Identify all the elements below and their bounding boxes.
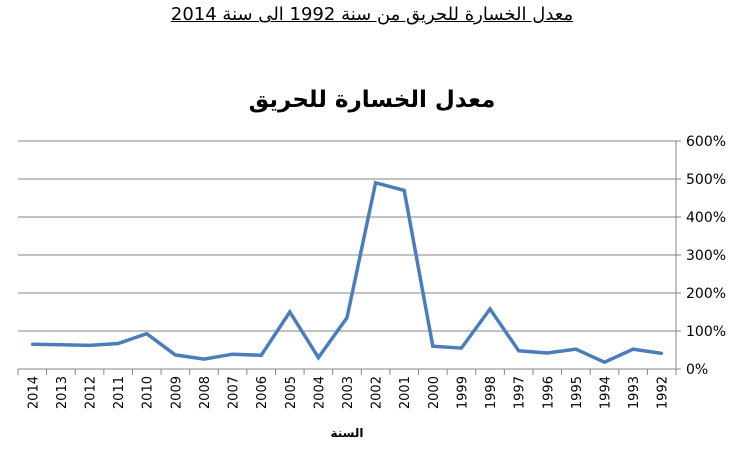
y-tick-label: 200% [686, 286, 726, 302]
gridlines [18, 140, 676, 332]
data-point [231, 352, 235, 356]
data-point [288, 310, 292, 314]
x-tick-label: 1994 [598, 376, 613, 409]
x-tick-label: 1995 [570, 376, 585, 409]
data-point [545, 351, 549, 355]
x-tick-label: 2004 [312, 376, 327, 409]
data-point [459, 346, 463, 350]
x-tick-label: 2006 [255, 376, 270, 409]
y-tick-label: 0% [686, 362, 708, 378]
x-tick-label: 2010 [141, 376, 156, 409]
document-heading-text: معدل الخسارة للحريق من سنة 1992 الى سنة … [170, 4, 574, 25]
data-point [631, 347, 635, 351]
x-tick-label: 2009 [169, 376, 184, 409]
y-tick-label: 300% [686, 248, 726, 264]
data-point [402, 188, 406, 192]
data-point [173, 353, 177, 357]
x-tick-label: 1998 [484, 376, 499, 409]
x-tick-label: 2014 [26, 376, 41, 409]
data-point [30, 342, 34, 346]
data-point [660, 351, 664, 355]
y-tick-label: 400% [686, 210, 726, 226]
x-tick-label: 1996 [541, 376, 556, 409]
y-axis-ticks: 0% 100% 200% 300% 400% 500% 600% [686, 134, 726, 378]
x-tick-label: 1999 [455, 376, 470, 409]
data-point [259, 353, 263, 357]
data-point [374, 181, 378, 185]
data-point [431, 344, 435, 348]
data-point [202, 357, 206, 361]
y-tick-label: 500% [686, 172, 726, 188]
series-group [30, 180, 664, 365]
y-tick-label: 100% [686, 324, 726, 340]
x-tick-label: 2013 [55, 376, 70, 409]
data-point [88, 343, 92, 347]
x-axis-label: السنة [330, 426, 363, 440]
x-tick-label: 2008 [198, 376, 213, 409]
data-point [316, 356, 320, 360]
chart-title: معدل الخسارة للحريق [249, 87, 496, 113]
x-tick-label: 2011 [112, 376, 127, 409]
data-point [145, 332, 149, 336]
x-tick-label: 2007 [227, 376, 242, 409]
x-tick-label: 1993 [627, 376, 642, 409]
x-tick-label: 2005 [284, 376, 299, 409]
document-heading: معدل الخسارة للحريق من سنة 1992 الى سنة … [0, 4, 744, 25]
x-axis-ticks: 2014 2013 2012 2011 2010 2009 2008 2007 2006 2005… [26, 376, 670, 409]
data-point [602, 360, 606, 364]
x-tick-label: 1992 [656, 376, 671, 409]
x-tick-label: 2012 [84, 376, 99, 409]
x-tick-label: 2003 [341, 376, 356, 409]
x-tick-label: 2000 [427, 376, 442, 409]
data-point [59, 343, 63, 347]
data-point [574, 347, 578, 351]
data-point [116, 342, 120, 346]
data-point [345, 316, 349, 320]
data-point [517, 349, 521, 353]
x-tick-label: 1997 [513, 376, 528, 409]
series-line [32, 180, 662, 365]
x-tick-label: 2002 [370, 376, 385, 409]
axes [17, 140, 681, 375]
data-point [488, 307, 492, 311]
y-tick-label: 600% [686, 134, 726, 150]
x-tick-label: 2001 [398, 376, 413, 409]
